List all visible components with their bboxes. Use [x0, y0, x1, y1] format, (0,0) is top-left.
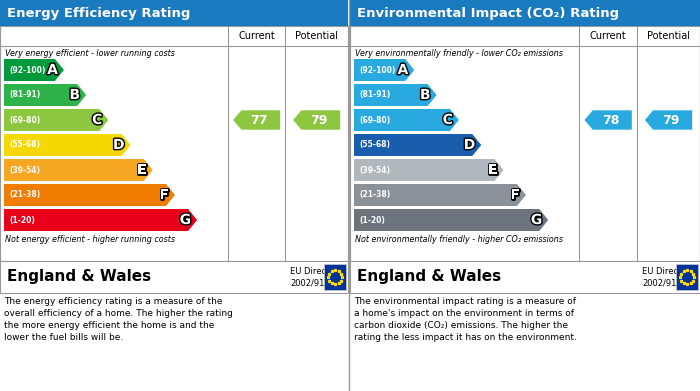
- Polygon shape: [4, 159, 153, 181]
- Text: England & Wales: England & Wales: [357, 269, 501, 285]
- Text: D: D: [464, 138, 475, 152]
- Polygon shape: [4, 59, 64, 81]
- Text: (81-91): (81-91): [359, 90, 391, 99]
- Text: Very energy efficient - lower running costs: Very energy efficient - lower running co…: [5, 49, 175, 58]
- Text: C: C: [92, 113, 102, 127]
- Polygon shape: [354, 184, 526, 206]
- Polygon shape: [645, 110, 692, 130]
- Bar: [350, 261, 700, 293]
- Polygon shape: [4, 84, 86, 106]
- Polygon shape: [4, 134, 130, 156]
- Polygon shape: [584, 110, 632, 130]
- Text: The energy efficiency rating is a measure of the
overall efficiency of a home. T: The energy efficiency rating is a measur…: [4, 297, 233, 343]
- Text: E: E: [488, 163, 498, 177]
- Text: EU Directive
2002/91/EC: EU Directive 2002/91/EC: [642, 267, 694, 287]
- Polygon shape: [354, 209, 548, 231]
- Polygon shape: [354, 59, 414, 81]
- Text: Potential: Potential: [647, 31, 690, 41]
- Text: A: A: [47, 63, 58, 77]
- Polygon shape: [4, 109, 108, 131]
- Polygon shape: [293, 110, 340, 130]
- Text: Current: Current: [238, 31, 275, 41]
- Bar: [0, 26, 348, 261]
- Text: (21-38): (21-38): [359, 190, 391, 199]
- Polygon shape: [354, 134, 482, 156]
- Bar: [676, 264, 698, 290]
- Text: (39-54): (39-54): [359, 165, 390, 174]
- Polygon shape: [4, 209, 197, 231]
- Text: Not environmentally friendly - higher CO₂ emissions: Not environmentally friendly - higher CO…: [355, 235, 563, 244]
- Bar: [324, 264, 346, 290]
- Text: (69-80): (69-80): [9, 115, 41, 124]
- Text: D: D: [113, 138, 125, 152]
- Text: The environmental impact rating is a measure of
a home's impact on the environme: The environmental impact rating is a mea…: [354, 297, 577, 343]
- Polygon shape: [354, 159, 503, 181]
- Text: EU Directive
2002/91/EC: EU Directive 2002/91/EC: [290, 267, 342, 287]
- Text: 78: 78: [602, 113, 620, 127]
- Polygon shape: [354, 109, 459, 131]
- Text: (21-38): (21-38): [9, 190, 41, 199]
- Text: (1-20): (1-20): [9, 215, 35, 224]
- Text: G: G: [531, 213, 542, 227]
- Polygon shape: [233, 110, 280, 130]
- Text: G: G: [180, 213, 191, 227]
- Text: Very environmentally friendly - lower CO₂ emissions: Very environmentally friendly - lower CO…: [355, 49, 563, 58]
- Text: (55-68): (55-68): [359, 140, 390, 149]
- Text: F: F: [160, 188, 169, 202]
- Polygon shape: [4, 184, 175, 206]
- Text: B: B: [420, 88, 430, 102]
- Bar: [0, 0, 348, 26]
- Text: (81-91): (81-91): [9, 90, 41, 99]
- Text: 79: 79: [662, 113, 680, 127]
- Text: 79: 79: [310, 113, 328, 127]
- Text: (92-100): (92-100): [359, 66, 396, 75]
- Text: (92-100): (92-100): [9, 66, 46, 75]
- Text: (69-80): (69-80): [359, 115, 391, 124]
- Text: (55-68): (55-68): [9, 140, 40, 149]
- Text: B: B: [69, 88, 80, 102]
- Text: A: A: [398, 63, 408, 77]
- Text: Potential: Potential: [295, 31, 338, 41]
- Bar: [350, 0, 700, 26]
- Bar: [350, 26, 700, 261]
- Text: Current: Current: [589, 31, 626, 41]
- Text: Environmental Impact (CO₂) Rating: Environmental Impact (CO₂) Rating: [357, 7, 619, 20]
- Polygon shape: [354, 84, 437, 106]
- Text: (1-20): (1-20): [359, 215, 385, 224]
- Text: (39-54): (39-54): [9, 165, 40, 174]
- Text: E: E: [137, 163, 147, 177]
- Text: 77: 77: [251, 113, 268, 127]
- Text: F: F: [510, 188, 520, 202]
- Text: Energy Efficiency Rating: Energy Efficiency Rating: [7, 7, 190, 20]
- Text: Not energy efficient - higher running costs: Not energy efficient - higher running co…: [5, 235, 175, 244]
- Text: England & Wales: England & Wales: [7, 269, 151, 285]
- Bar: [0, 261, 348, 293]
- Text: C: C: [442, 113, 453, 127]
